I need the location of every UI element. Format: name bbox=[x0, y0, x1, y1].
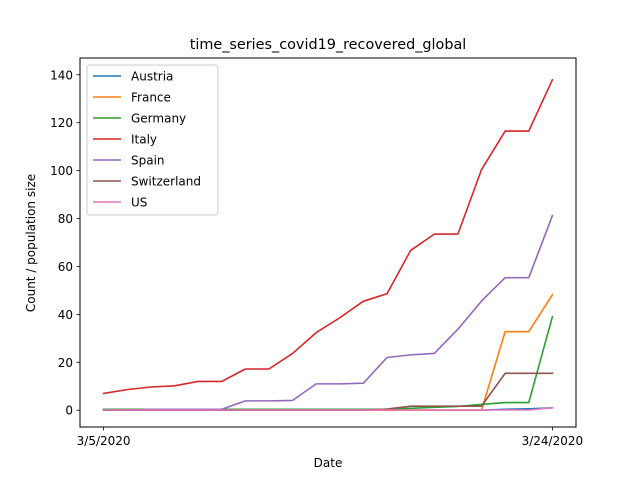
y-tick-label: 120 bbox=[50, 116, 73, 130]
y-tick-label: 60 bbox=[58, 260, 73, 274]
x-tick-label: 3/5/2020 bbox=[77, 434, 131, 448]
legend-label: Germany bbox=[131, 112, 186, 126]
y-tick-label: 0 bbox=[65, 404, 73, 418]
x-tick-label: 3/24/2020 bbox=[522, 434, 584, 448]
x-axis-label: Date bbox=[314, 456, 343, 470]
legend-label: Spain bbox=[131, 154, 165, 168]
plot-series bbox=[102, 78, 554, 412]
legend-label: US bbox=[131, 196, 147, 210]
axis-ticks: 0 20 40 60 80 100 120 140 3/5/2020 3/24/2020 bbox=[50, 68, 583, 448]
plot-frame bbox=[79, 57, 577, 428]
legend-label: Austria bbox=[131, 70, 173, 84]
y-tick-label: 40 bbox=[58, 308, 73, 322]
legend-label: Switzerland bbox=[131, 175, 201, 189]
y-axis-label: Count / population size bbox=[24, 174, 38, 312]
series-line-germany bbox=[102, 315, 554, 411]
series-line-italy bbox=[102, 78, 554, 395]
series-line-spain bbox=[102, 214, 554, 412]
legend-label: Italy bbox=[131, 133, 157, 147]
y-tick-label: 20 bbox=[58, 356, 73, 370]
y-tick-label: 80 bbox=[58, 212, 73, 226]
legend-label: France bbox=[131, 91, 171, 105]
series-line-us bbox=[102, 406, 554, 411]
y-tick-label: 140 bbox=[50, 68, 73, 82]
chart-title: time_series_covid19_recovered_global bbox=[190, 37, 467, 53]
y-tick-label: 100 bbox=[50, 164, 73, 178]
legend: Austria France Germany Italy Spain Switzerlan… bbox=[86, 64, 219, 216]
series-line-france bbox=[102, 293, 554, 412]
legend-box bbox=[86, 64, 219, 216]
